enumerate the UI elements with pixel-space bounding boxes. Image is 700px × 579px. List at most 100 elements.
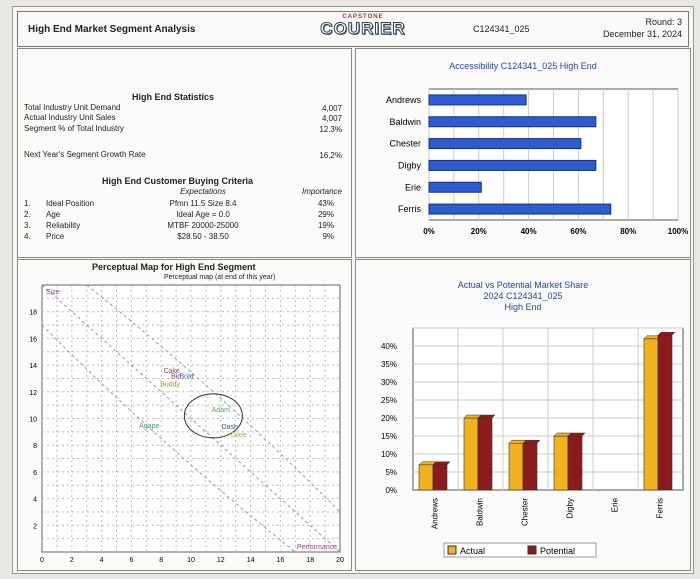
company-code: C124341_025 (473, 24, 530, 34)
tick-label: 25% (381, 396, 397, 405)
tick-label: 0% (423, 227, 435, 236)
criteria-expectation: $28.50 - 38.50 (177, 232, 229, 241)
tick-label: 8 (33, 443, 37, 450)
bar (428, 138, 582, 150)
market-share-subtitle: 2024 C124341_025 (483, 291, 563, 301)
axis-label: Size (46, 289, 60, 296)
tick-label: 30% (381, 378, 397, 387)
tick-label: 16 (277, 557, 285, 564)
perceptual-map-title: Perceptual Map for High End Segment (92, 262, 256, 272)
tick-label: 18 (29, 310, 37, 317)
accessibility-panel: Accessibility C124341_025 High End Andre… (355, 48, 691, 258)
logo-top-text: CAPSTONE (342, 14, 384, 20)
tick-label: 80% (620, 227, 636, 236)
criteria-expectation: Ideal Age = 0.0 (176, 210, 230, 219)
perceptual-map-subtitle: Perceptual map (at end of this year) (164, 274, 276, 281)
criteria-importance: 43% (317, 199, 334, 208)
stat-value: 4,007 (321, 114, 342, 123)
category-label: Baldwin (476, 498, 485, 526)
tick-label: 2 (70, 557, 74, 564)
round-info: Round: 3 December 31, 2024 (603, 16, 682, 40)
round-date: December 31, 2024 (602, 29, 682, 39)
category-label: Ferris (398, 204, 421, 214)
tick-label: 0% (385, 486, 397, 495)
stat-label: Actual Industry Unit Sales (24, 113, 116, 122)
legend-label: Actual (460, 546, 485, 556)
bar (428, 203, 612, 215)
product-marker: Bold (180, 373, 194, 380)
category-label: Baldwin (389, 117, 421, 127)
stat-value: 4,007 (321, 104, 342, 113)
product-marker: Adam (212, 407, 230, 414)
category-label: Chester (521, 498, 530, 526)
bar (432, 464, 448, 491)
tick-label: 10% (381, 450, 397, 459)
bar-top (432, 461, 451, 466)
market-share-panel: Actual vs Potential Market Share 2024 C1… (355, 259, 691, 571)
stats-title: High End Statistics (131, 92, 214, 102)
expectations-header: Expectations (180, 187, 226, 196)
bar-top (657, 331, 676, 336)
tick-label: 14 (29, 363, 37, 370)
market-share-title: Actual vs Potential Market Share (457, 280, 589, 290)
tick-label: 16 (29, 336, 37, 343)
round-number: Round: 3 (645, 17, 682, 27)
bar (508, 442, 524, 491)
criteria-expectation: Pfmn 11.5 Size 8.4 (169, 199, 237, 208)
category-label: Andrews (386, 95, 422, 105)
category-label: Erie (611, 497, 620, 512)
criteria-num: 4. (24, 232, 31, 241)
segment-circle (183, 393, 243, 439)
product-marker: Dixie (231, 432, 247, 439)
tick-label: 10 (187, 557, 195, 564)
product-marker: Cake (163, 368, 179, 375)
statistics-panel: High End Statistics Total Industry Unit … (17, 48, 352, 258)
tick-label: 35% (381, 360, 397, 369)
bar (463, 417, 479, 491)
tick-label: 60% (570, 227, 586, 236)
criteria-name: Age (46, 210, 61, 219)
legend-swatch (527, 545, 537, 555)
tick-label: 0 (40, 557, 44, 564)
accessibility-chart: Andrews Baldwin Chester Digby Erie Ferris 0% 20… (386, 88, 688, 236)
category-label: Digby (566, 498, 575, 518)
tick-label: 4 (100, 557, 104, 564)
tick-label: 8 (159, 557, 163, 564)
tick-label: 18 (306, 557, 314, 564)
growth-value: 16.2% (319, 151, 342, 160)
criteria-name: Reliability (46, 221, 81, 230)
criteria-num: 2. (24, 210, 31, 219)
tick-label: 100% (668, 227, 688, 236)
perceptual-map-chart: 0 2 4 6 8 10 12 14 16 18 20 2 4 6 8 10 12 14 16 18 Size Perfo… (29, 284, 344, 564)
market-share-chart: 0% 5% 10% 15% 20% 25% 30% 35% 40% Andrews Baldwin C… (381, 327, 684, 558)
tick-label: 12 (29, 390, 37, 397)
stat-value: 12.3% (319, 125, 342, 134)
bar (428, 116, 597, 128)
criteria-name: Ideal Position (46, 199, 95, 208)
tick-label: 5% (385, 468, 397, 477)
tick-label: 20% (381, 414, 397, 423)
bar-top (477, 414, 496, 419)
category-label: Ferris (656, 498, 665, 518)
tick-label: 6 (33, 470, 37, 477)
criteria-importance: 9% (322, 232, 334, 241)
tick-label: 12 (217, 557, 225, 564)
criteria-num: 1. (24, 199, 31, 208)
category-label: Andrews (431, 498, 440, 529)
importance-header: Importance (301, 187, 342, 196)
product-marker: Dash (222, 424, 238, 431)
axis-label: Performance (297, 544, 337, 551)
logo-main-text: COURIER (320, 19, 406, 38)
tick-label: 14 (247, 557, 255, 564)
bar (643, 338, 659, 491)
tick-label: 6 (129, 557, 133, 564)
product-marker: Bid (171, 373, 181, 380)
perceptual-map-panel: Perceptual Map for High End Segment Perc… (17, 259, 352, 571)
market-share-segment: High End (504, 302, 542, 312)
legend-label: Potential (540, 546, 575, 556)
bar-top (522, 439, 541, 444)
category-label: Erie (405, 182, 421, 192)
product-marker: Agape (139, 423, 159, 430)
tick-label: 40% (381, 342, 397, 351)
tick-label: 20% (471, 227, 487, 236)
